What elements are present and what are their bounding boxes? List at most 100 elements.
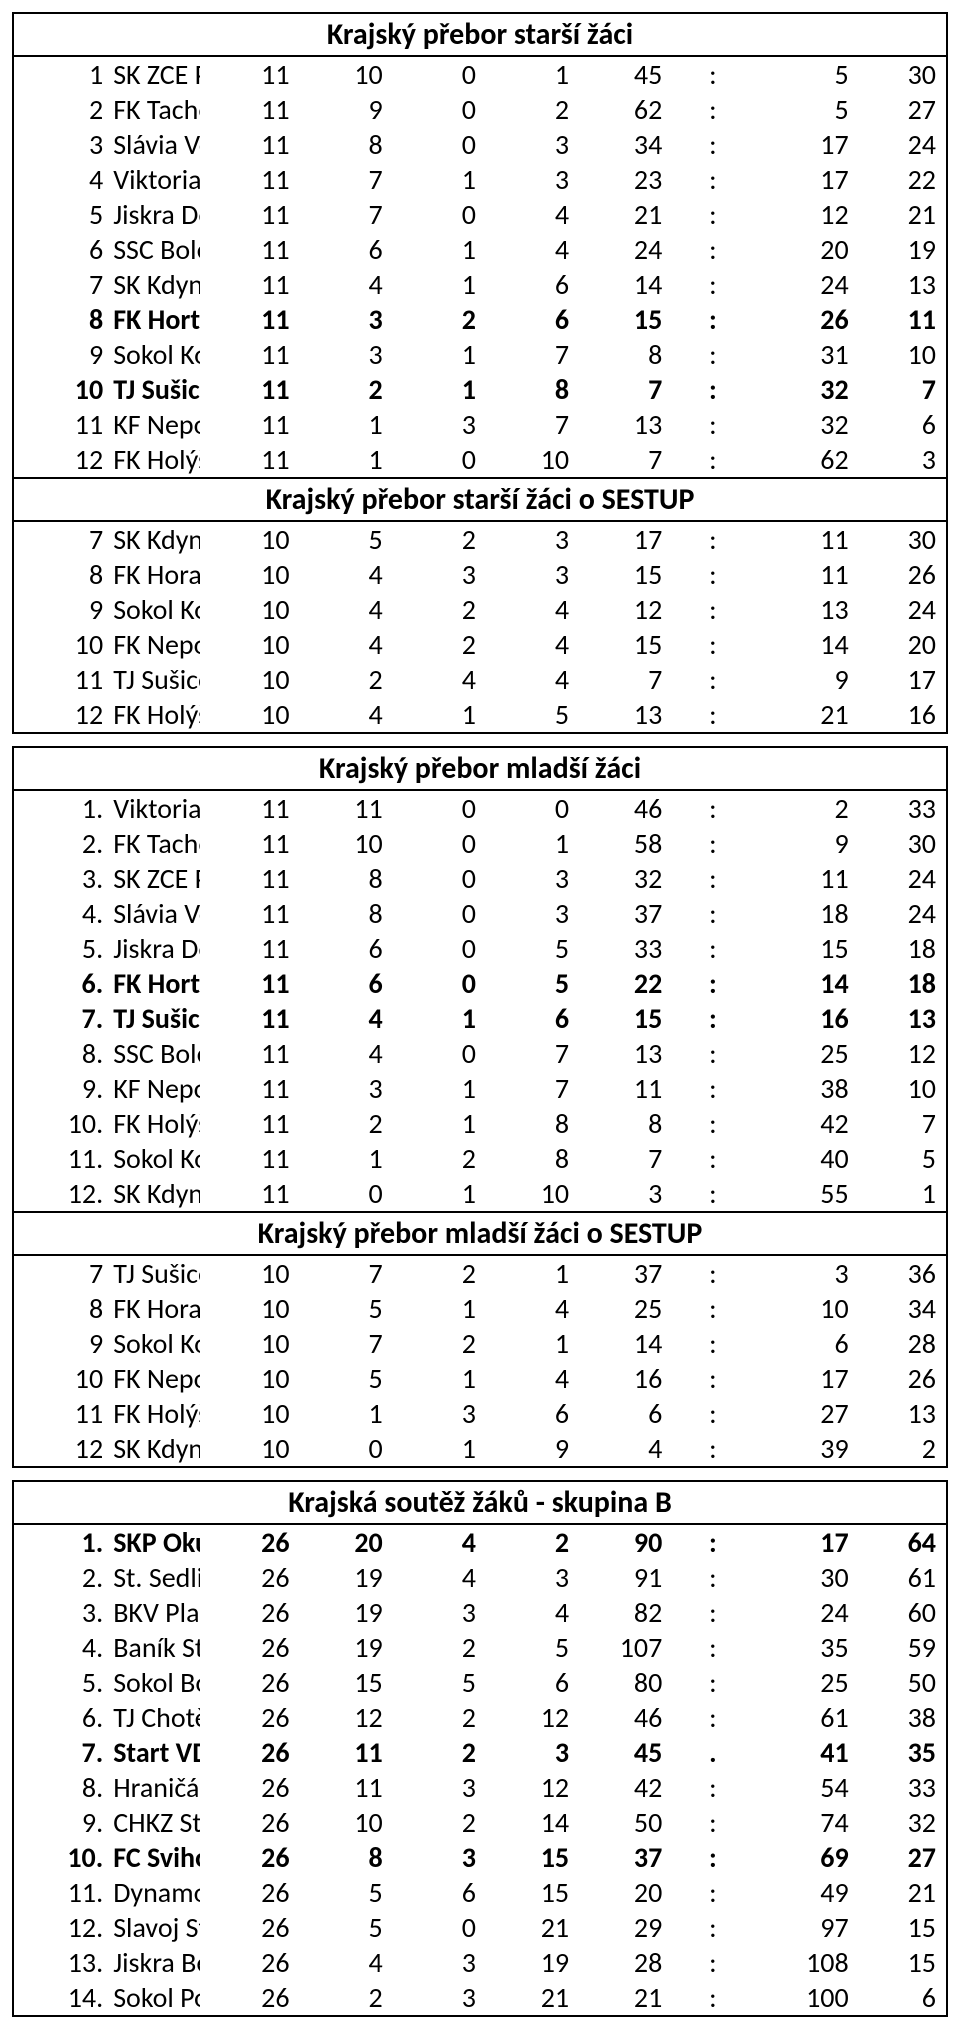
cell-d: 1 xyxy=(387,1106,480,1141)
cell-pos: 10 xyxy=(14,372,107,407)
cell-d: 2 xyxy=(387,302,480,337)
cell-team: Hraničář Ceská Kubice xyxy=(107,1770,200,1805)
cell-team: Sokol Bor xyxy=(107,1665,200,1700)
cell-ga: 10 xyxy=(760,1291,853,1326)
cell-l: 6 xyxy=(480,1001,573,1036)
cell-l: 0 xyxy=(480,790,573,826)
cell-w: 4 xyxy=(294,1945,387,1980)
cell-p: 11 xyxy=(200,1141,293,1176)
cell-l: 8 xyxy=(480,1141,573,1176)
cell-w: 6 xyxy=(294,232,387,267)
cell-pos: 5 xyxy=(14,197,107,232)
cell-p: 11 xyxy=(200,1106,293,1141)
cell-w: 11 xyxy=(294,1735,387,1770)
table-row: 3.SK ZCE Plzeň1180332:1124 xyxy=(14,861,946,896)
cell-sep: : xyxy=(666,1595,759,1630)
cell-p: 10 xyxy=(200,1431,293,1466)
cell-pts: 30 xyxy=(853,56,946,92)
section-title-row: Krajská soutěž žáků - skupina B xyxy=(14,1482,946,1524)
cell-p: 11 xyxy=(200,826,293,861)
cell-pos: 4 xyxy=(14,162,107,197)
cell-gf: 15 xyxy=(573,557,666,592)
cell-w: 0 xyxy=(294,1176,387,1212)
cell-team: SK Kdyně xyxy=(107,1431,200,1466)
cell-team: FK Holýšov xyxy=(107,697,200,732)
cell-w: 4 xyxy=(294,697,387,732)
cell-gf: 15 xyxy=(573,1001,666,1036)
cell-team: SK ZCE Plzeň xyxy=(107,861,200,896)
table-row: 11FK Holýšov101366:2713 xyxy=(14,1396,946,1431)
cell-gf: 20 xyxy=(573,1875,666,1910)
cell-pts: 33 xyxy=(853,790,946,826)
cell-sep: : xyxy=(666,1291,759,1326)
cell-gf: 7 xyxy=(573,662,666,697)
cell-p: 11 xyxy=(200,966,293,1001)
cell-pts: 24 xyxy=(853,127,946,162)
cell-sep: : xyxy=(666,896,759,931)
cell-ga: 11 xyxy=(760,521,853,557)
cell-sep: : xyxy=(666,1630,759,1665)
cell-w: 6 xyxy=(294,931,387,966)
cell-ga: 41 xyxy=(760,1735,853,1770)
cell-l: 3 xyxy=(480,521,573,557)
cell-gf: 80 xyxy=(573,1665,666,1700)
cell-p: 26 xyxy=(200,1910,293,1945)
cell-team: SK Kdyně xyxy=(107,1176,200,1212)
cell-pos: 9 xyxy=(14,592,107,627)
cell-d: 1 xyxy=(387,1071,480,1106)
cell-gf: 24 xyxy=(573,232,666,267)
cell-pts: 7 xyxy=(853,1106,946,1141)
cell-d: 4 xyxy=(387,1560,480,1595)
cell-d: 2 xyxy=(387,1735,480,1770)
cell-sep: : xyxy=(666,407,759,442)
cell-sep: : xyxy=(666,1326,759,1361)
cell-pts: 1 xyxy=(853,1176,946,1212)
cell-ga: 27 xyxy=(760,1396,853,1431)
cell-w: 11 xyxy=(294,790,387,826)
cell-p: 26 xyxy=(200,1805,293,1840)
cell-pts: 50 xyxy=(853,1665,946,1700)
cell-pts: 30 xyxy=(853,521,946,557)
cell-l: 9 xyxy=(480,1431,573,1466)
cell-ga: 3 xyxy=(760,1255,853,1291)
cell-p: 11 xyxy=(200,197,293,232)
cell-gf: 28 xyxy=(573,1945,666,1980)
cell-team: Sokol Košutka xyxy=(107,337,200,372)
cell-sep: : xyxy=(666,92,759,127)
cell-sep: : xyxy=(666,521,759,557)
cell-pts: 35 xyxy=(853,1735,946,1770)
cell-ga: 54 xyxy=(760,1770,853,1805)
cell-l: 12 xyxy=(480,1770,573,1805)
cell-sep: : xyxy=(666,442,759,478)
cell-pos: 12 xyxy=(14,697,107,732)
cell-sep: : xyxy=(666,1770,759,1805)
cell-p: 10 xyxy=(200,1326,293,1361)
cell-sep: : xyxy=(666,1875,759,1910)
cell-p: 26 xyxy=(200,1875,293,1910)
cell-p: 26 xyxy=(200,1980,293,2015)
cell-pos: 12 xyxy=(14,1431,107,1466)
cell-team: FC Svihov xyxy=(107,1840,200,1875)
cell-p: 10 xyxy=(200,627,293,662)
cell-ga: 49 xyxy=(760,1875,853,1910)
cell-pts: 21 xyxy=(853,1875,946,1910)
cell-pos: 9 xyxy=(14,337,107,372)
cell-sep: : xyxy=(666,557,759,592)
cell-gf: 45 xyxy=(573,1735,666,1770)
cell-l: 8 xyxy=(480,1106,573,1141)
cell-l: 7 xyxy=(480,1036,573,1071)
cell-l: 4 xyxy=(480,1291,573,1326)
cell-gf: 16 xyxy=(573,1361,666,1396)
cell-l: 3 xyxy=(480,162,573,197)
cell-ga: 61 xyxy=(760,1700,853,1735)
cell-l: 4 xyxy=(480,232,573,267)
cell-ga: 31 xyxy=(760,337,853,372)
cell-team: Slávia Vejprnice xyxy=(107,127,200,162)
section-title-row: Krajský přebor starší žáci o SESTUP xyxy=(14,478,946,521)
cell-team: TJ Sušice xyxy=(107,1255,200,1291)
table-row: 10.FC Svihov26831537:6927 xyxy=(14,1840,946,1875)
section-title-row: Krajský přebor mladší žáci o SESTUP xyxy=(14,1212,946,1255)
cell-p: 26 xyxy=(200,1595,293,1630)
cell-ga: 14 xyxy=(760,627,853,662)
cell-sep: : xyxy=(666,662,759,697)
